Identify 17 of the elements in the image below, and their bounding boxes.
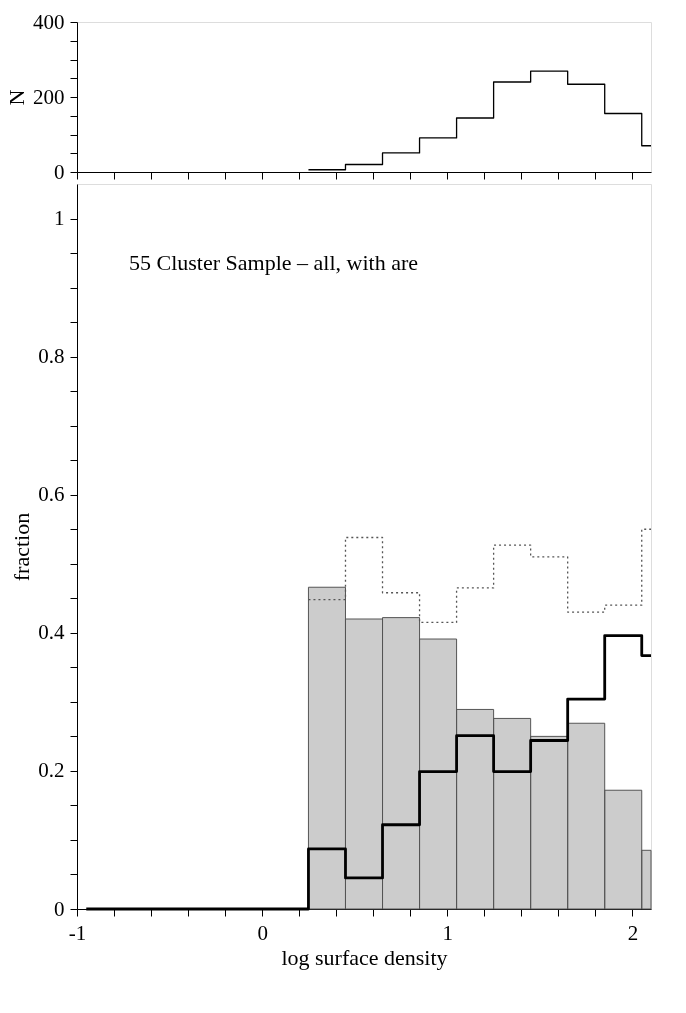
x-tick-label: 0 [257,920,268,945]
y-tick-label: 0 [54,896,65,921]
x-tick-label: -1 [68,920,87,945]
y-tick-label: 0.2 [38,758,65,783]
y-tick-label: 0.4 [38,620,65,645]
x-tick-label: 1 [442,920,454,945]
x-axis-title: log surface density [281,944,448,970]
y-tick-label: 0.6 [38,482,65,507]
x-tick-label: 2 [627,920,639,945]
y-tick-label: 1 [54,206,65,231]
y-tick-label: 200 [33,84,65,109]
y-axis-title: N [4,89,29,106]
y-axis-title: fraction [9,512,35,582]
y-tick-label: 0.8 [38,344,65,369]
y-tick-label: 400 [33,9,65,34]
annotation: 55 Cluster Sample – all, with are [129,250,418,275]
y-tick-label: 0 [54,159,65,184]
